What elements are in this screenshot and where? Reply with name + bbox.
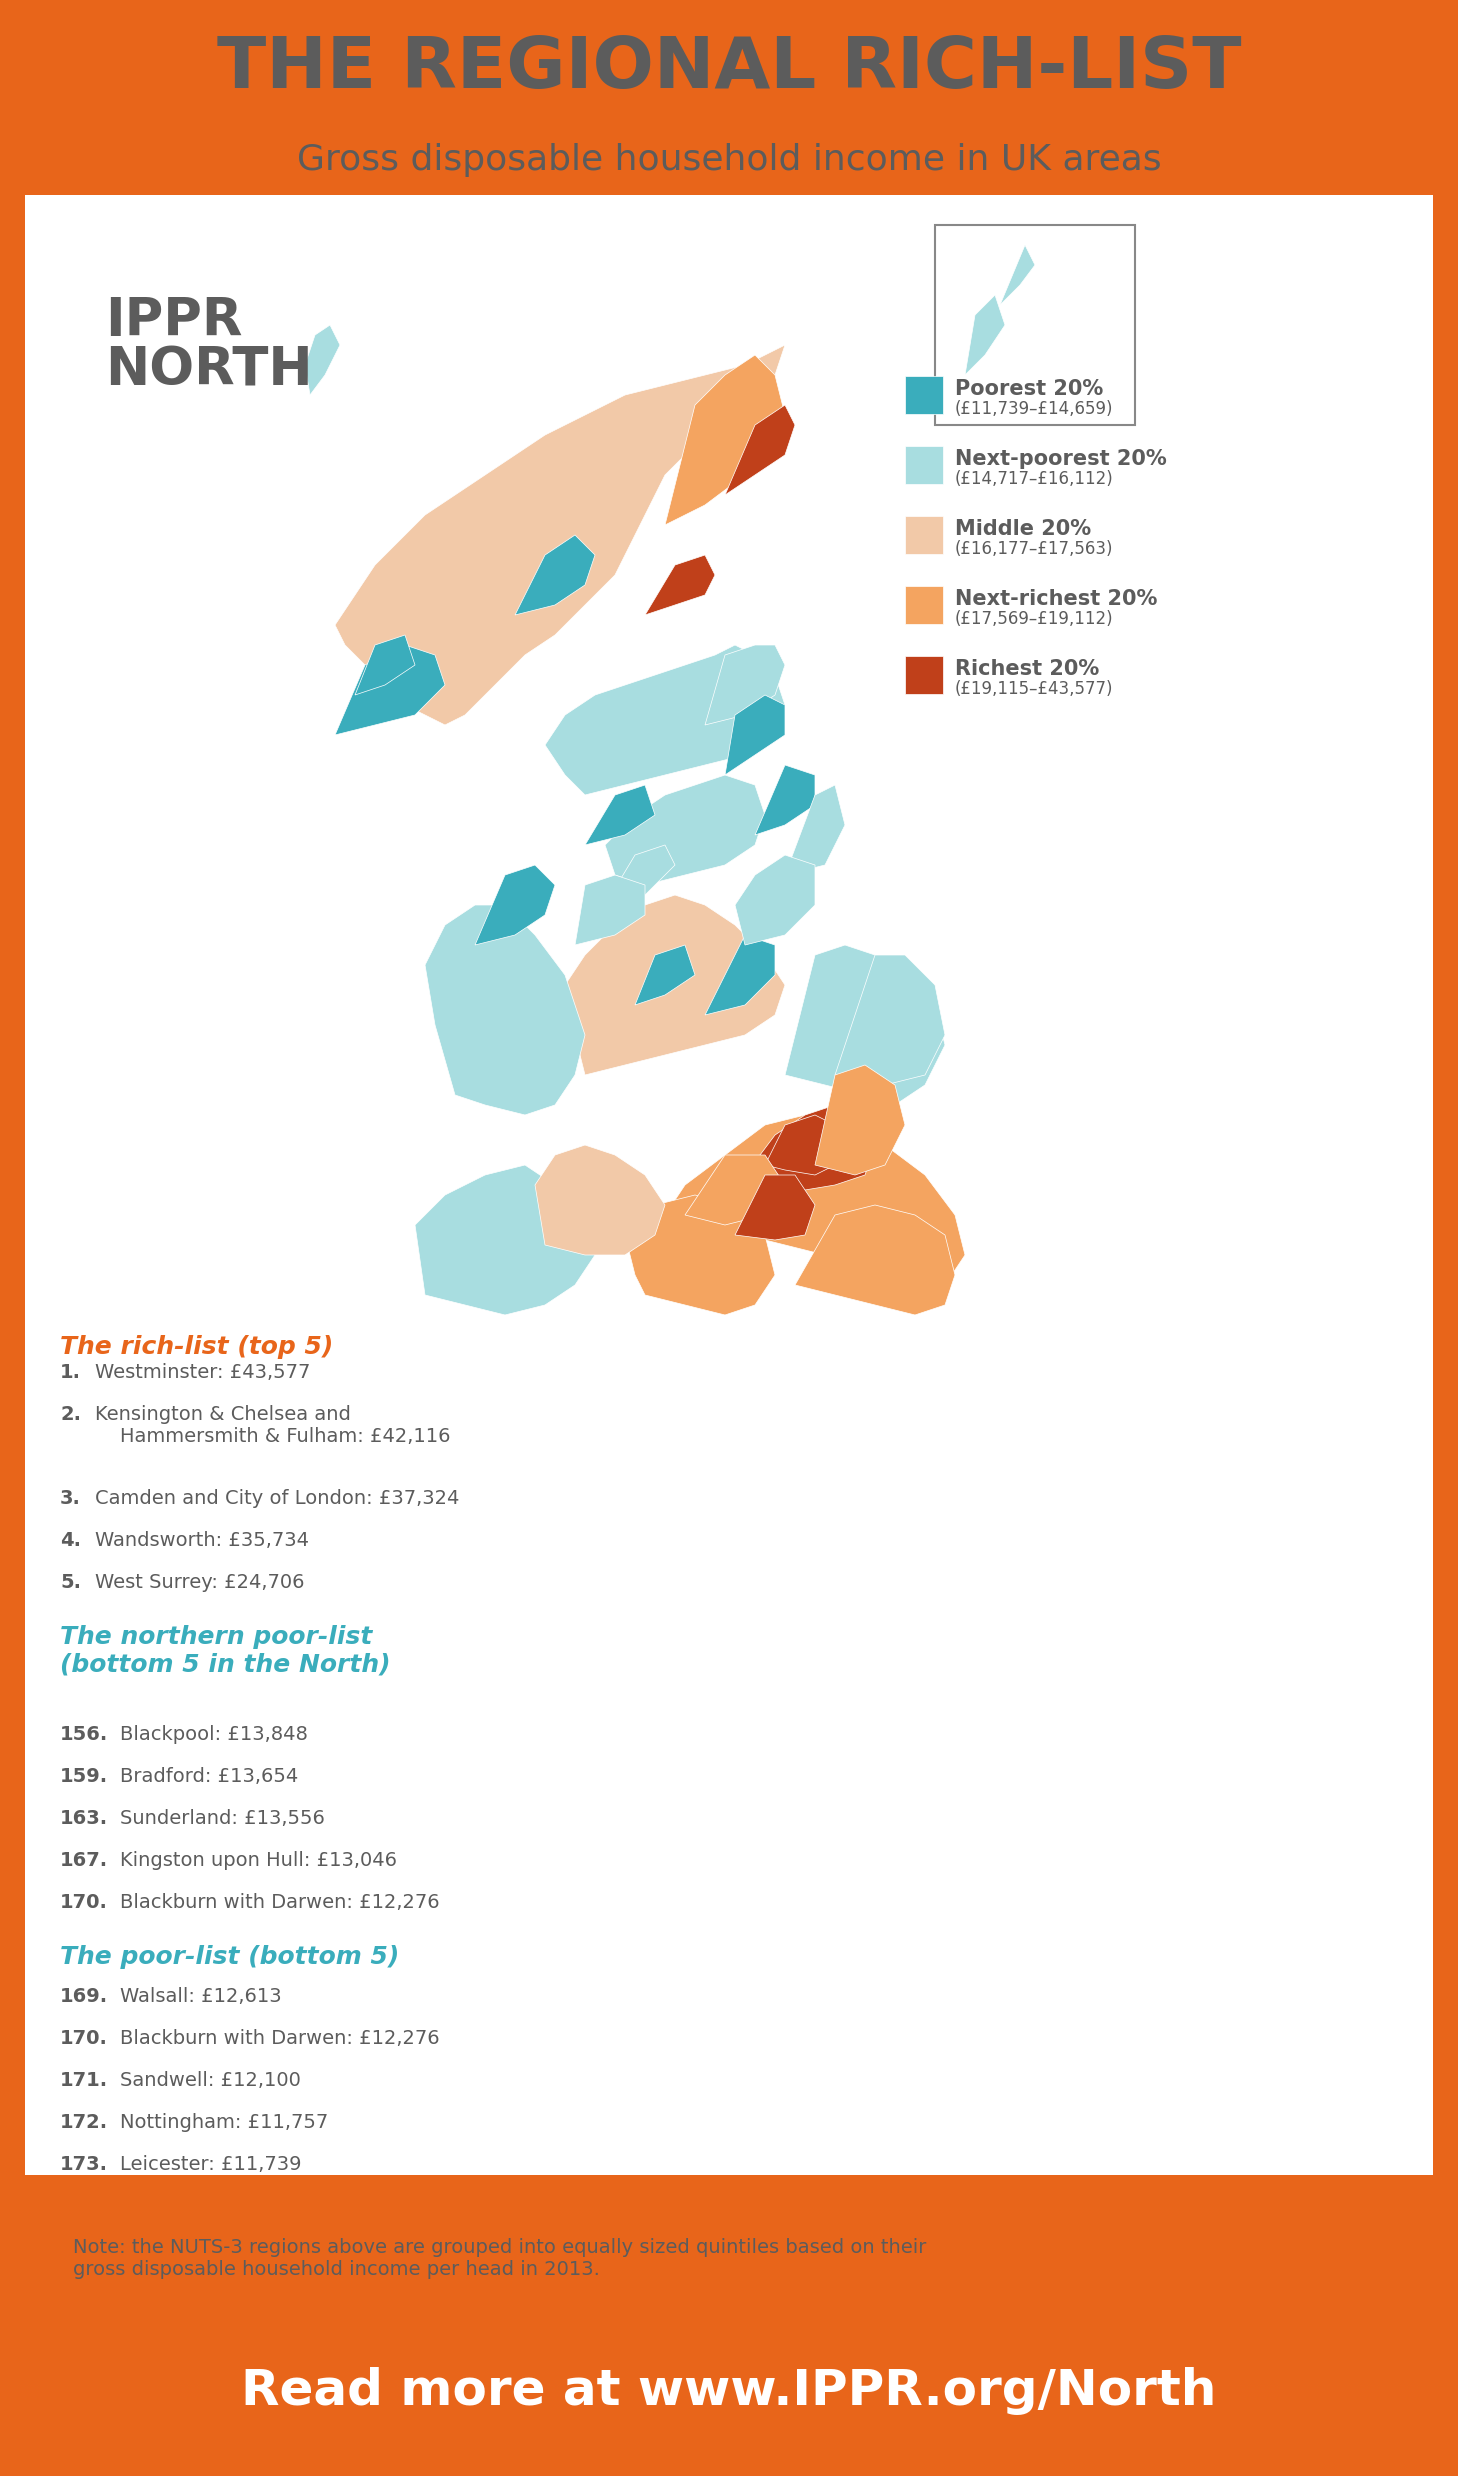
Text: IPPR: IPPR [105,295,242,347]
Polygon shape [665,1114,965,1285]
Text: (£14,717–£16,112): (£14,717–£16,112) [955,470,1114,488]
Text: 163.: 163. [60,1810,108,1827]
Text: Wandsworth: £35,734: Wandsworth: £35,734 [95,1530,309,1550]
Polygon shape [574,874,644,946]
Text: The northern poor-list
(bottom 5 in the North): The northern poor-list (bottom 5 in the … [60,1624,391,1676]
Polygon shape [566,894,784,1075]
Polygon shape [354,634,416,696]
Polygon shape [335,646,445,735]
Polygon shape [745,1104,875,1191]
Polygon shape [644,555,714,614]
Text: Note: the NUTS-3 regions above are grouped into equally sized quintiles based on: Note: the NUTS-3 regions above are group… [73,2238,926,2278]
Text: (£11,739–£14,659): (£11,739–£14,659) [955,401,1114,418]
Text: Kensington & Chelsea and
    Hammersmith & Fulham: £42,116: Kensington & Chelsea and Hammersmith & F… [95,1404,451,1446]
Text: THE REGIONAL RICH-LIST: THE REGIONAL RICH-LIST [217,35,1241,102]
Text: NORTH: NORTH [105,344,312,396]
Text: Sunderland: £13,556: Sunderland: £13,556 [120,1810,325,1827]
Text: 4.: 4. [60,1530,82,1550]
Bar [905,515,943,555]
Polygon shape [585,785,655,844]
Polygon shape [725,406,795,495]
Bar [905,446,943,483]
Text: 159.: 159. [60,1768,108,1785]
Text: 170.: 170. [60,2028,108,2048]
Polygon shape [1000,245,1035,305]
Text: Walsall: £12,613: Walsall: £12,613 [120,1988,281,2006]
Text: (£16,177–£17,563): (£16,177–£17,563) [955,540,1114,557]
Text: (£19,115–£43,577): (£19,115–£43,577) [955,681,1114,698]
Polygon shape [305,324,340,396]
Text: 3.: 3. [60,1488,80,1508]
Polygon shape [545,646,784,795]
Polygon shape [685,1154,784,1226]
Polygon shape [735,1176,815,1240]
Polygon shape [965,295,1005,374]
Polygon shape [755,765,815,834]
Text: Blackburn with Darwen: £12,276: Blackburn with Darwen: £12,276 [120,1894,440,1911]
Polygon shape [735,854,815,946]
Text: Sandwell: £12,100: Sandwell: £12,100 [120,2070,300,2090]
Polygon shape [335,344,784,725]
Text: Next-richest 20%: Next-richest 20% [955,589,1158,609]
Text: 5.: 5. [60,1572,82,1592]
Text: 172.: 172. [60,2112,108,2132]
Text: Bradford: £13,654: Bradford: £13,654 [120,1768,299,1785]
Text: 171.: 171. [60,2070,108,2090]
Polygon shape [795,1206,955,1315]
Polygon shape [725,696,784,775]
Polygon shape [765,1114,846,1176]
Text: Read more at www.IPPR.org/North: Read more at www.IPPR.org/North [242,2367,1216,2414]
Text: Blackburn with Darwen: £12,276: Blackburn with Darwen: £12,276 [120,2028,440,2048]
Text: Camden and City of London: £37,324: Camden and City of London: £37,324 [95,1488,459,1508]
Polygon shape [475,864,555,946]
Text: Kingston upon Hull: £13,046: Kingston upon Hull: £13,046 [120,1852,397,1869]
Text: 170.: 170. [60,1894,108,1911]
Text: 2.: 2. [60,1404,82,1424]
Polygon shape [665,354,784,525]
Text: Middle 20%: Middle 20% [955,520,1091,540]
Polygon shape [424,906,585,1114]
Text: Richest 20%: Richest 20% [955,659,1099,678]
Bar [905,587,943,624]
Polygon shape [636,946,695,1005]
Text: West Surrey: £24,706: West Surrey: £24,706 [95,1572,305,1592]
Text: Poorest 20%: Poorest 20% [955,379,1104,399]
Text: The poor-list (bottom 5): The poor-list (bottom 5) [60,1946,399,1968]
Text: Gross disposable household income in UK areas: Gross disposable household income in UK … [296,144,1162,176]
Text: 156.: 156. [60,1726,108,1743]
Text: The rich-list (top 5): The rich-list (top 5) [60,1335,334,1359]
Text: 167.: 167. [60,1852,108,1869]
Polygon shape [815,1065,905,1176]
Text: 173.: 173. [60,2154,108,2174]
Text: Blackpool: £13,848: Blackpool: £13,848 [120,1726,308,1743]
Bar [905,376,943,413]
Text: Nottingham: £11,757: Nottingham: £11,757 [120,2112,328,2132]
Polygon shape [835,956,945,1084]
Polygon shape [515,535,595,614]
Bar [905,656,943,693]
Polygon shape [416,1166,595,1315]
Polygon shape [784,785,846,874]
Polygon shape [605,844,675,906]
Text: Leicester: £11,739: Leicester: £11,739 [120,2154,302,2174]
Polygon shape [535,1144,665,1255]
Text: Next-poorest 20%: Next-poorest 20% [955,448,1166,468]
Text: 1.: 1. [60,1362,82,1382]
Text: Westminster: £43,577: Westminster: £43,577 [95,1362,311,1382]
Polygon shape [706,936,776,1015]
Polygon shape [784,946,945,1104]
Polygon shape [625,1196,776,1315]
Text: 169.: 169. [60,1988,108,2006]
Polygon shape [605,775,765,884]
Text: (£17,569–£19,112): (£17,569–£19,112) [955,609,1114,629]
Bar [935,225,1134,426]
Polygon shape [706,646,784,725]
